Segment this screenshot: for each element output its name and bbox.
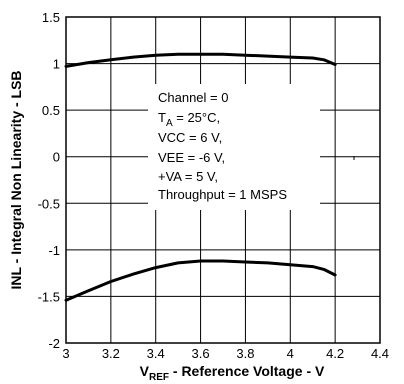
x-tick-label: 3 — [62, 346, 69, 361]
y-tick-label: -2 — [48, 336, 60, 351]
annotation-throughput-text: Throughput = 1 MSPS — [158, 187, 287, 202]
annotation-temp-main: T — [158, 110, 166, 125]
series-line-lower — [64, 259, 337, 302]
y-tick-label: -0.5 — [38, 196, 60, 211]
annotation-channel-text: Channel = 0 — [158, 90, 228, 105]
x-tick-label: 3.4 — [147, 346, 165, 361]
annotation-vcc-text: VCC = 6 V, — [158, 130, 222, 145]
annotation-box — [148, 84, 320, 210]
y-tick-label: 1 — [53, 57, 60, 72]
annotation-line-temp: TA = 25°C, — [158, 110, 220, 129]
annotation-temp-sub: A — [166, 118, 173, 129]
x-tick-labels: 3 3.2 3.4 3.6 3.8 4 4.2 4.4 — [62, 346, 389, 361]
annotation-temp-rest: = 25°C, — [173, 110, 220, 125]
annotation: Channel = 0 TA = 25°C, VCC = 6 V, VEE = … — [158, 90, 287, 202]
x-tick-label: 4 — [287, 346, 294, 361]
x-tick-label: 3.8 — [236, 346, 254, 361]
annotation-line-channel: Channel = 0 — [158, 90, 228, 105]
x-tick-label: 3.6 — [192, 346, 210, 361]
series-group — [64, 52, 337, 302]
x-axis-label: VREF - Reference Voltage - V — [140, 363, 325, 383]
y-tick-label: -1.5 — [38, 289, 60, 304]
y-tick-label: -1 — [48, 243, 60, 258]
y-axis-label: INL - Integral Non Linearity - LSB — [8, 70, 24, 289]
annotation-line-va: +VA = 5 V, — [158, 169, 218, 184]
x-tick-label: 3.2 — [102, 346, 120, 361]
y-tick-label: 0 — [53, 150, 60, 165]
plot-frame — [65, 16, 381, 344]
annotation-vee-text: VEE = -6 V, — [158, 150, 225, 165]
x-axis-label-rest: - Reference Voltage - V — [169, 363, 325, 379]
series-line-upper — [64, 52, 337, 68]
x-axis-label-sub: REF — [149, 372, 169, 383]
x-tick-label: 4.4 — [371, 346, 389, 361]
y-tick-label: 1.5 — [42, 10, 60, 25]
x-axis-label-main: V — [140, 363, 150, 379]
y-tick-labels: -2 -1.5 -1 -0.5 0 0.5 1 1.5 — [38, 10, 60, 351]
y-tick-label: 0.5 — [42, 103, 60, 118]
x-tick-label: 4.2 — [326, 346, 344, 361]
annotation-line-throughput: Throughput = 1 MSPS — [158, 187, 287, 202]
annotation-line-vcc: VCC = 6 V, — [158, 130, 222, 145]
annotation-line-vee: VEE = -6 V, — [158, 150, 225, 165]
annotation-va-text: +VA = 5 V, — [158, 169, 218, 184]
